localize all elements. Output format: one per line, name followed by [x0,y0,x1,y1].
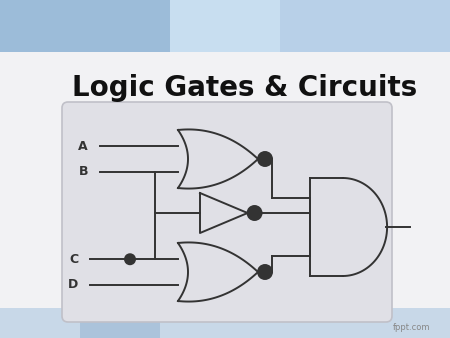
Bar [80,308,160,338]
Text: B: B [78,165,88,178]
Text: fppt.com: fppt.com [392,323,430,333]
Text: C: C [69,253,78,266]
Text: D: D [68,278,78,291]
Circle shape [125,254,135,264]
Bar [0,52,450,338]
Bar [0,308,450,338]
Bar [0,0,170,52]
Text: A: A [78,140,88,153]
Circle shape [258,152,272,166]
Circle shape [258,265,272,279]
FancyBboxPatch shape [62,102,392,322]
Bar [0,0,450,52]
Bar [170,0,280,52]
Circle shape [248,206,261,220]
Text: Logic Gates & Circuits: Logic Gates & Circuits [72,74,417,102]
